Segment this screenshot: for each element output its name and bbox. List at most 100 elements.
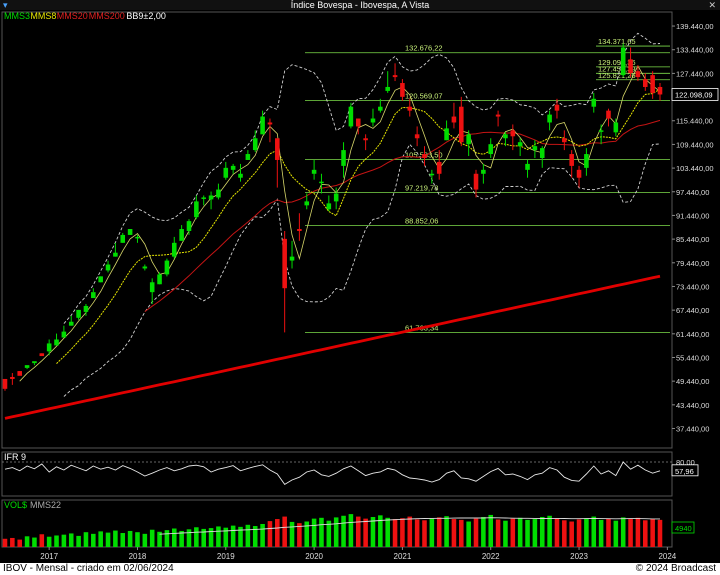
volume-bar: [628, 519, 633, 547]
candle-body: [135, 236, 140, 239]
volume-bar: [171, 528, 177, 547]
candle-body: [275, 138, 280, 160]
volume-bar: [525, 519, 530, 547]
candle-body: [223, 167, 229, 178]
candle-body: [194, 201, 199, 218]
rsi-80-label: 80,00: [676, 458, 695, 467]
candle-body: [326, 203, 332, 210]
volume-bar: [620, 517, 626, 547]
candle-body: [17, 371, 23, 376]
candle-body: [466, 134, 471, 145]
volume-bar: [392, 519, 398, 547]
volume-bar: [149, 529, 155, 547]
volume-bar: [466, 521, 471, 547]
candle-body: [481, 169, 486, 174]
candle-body: [414, 134, 420, 139]
volume-bar: [569, 521, 574, 547]
volume-bar: [208, 528, 214, 547]
volume-ma-line: [159, 517, 660, 535]
candle-body: [282, 238, 287, 289]
volume-bar: [17, 539, 23, 547]
y-tick-label: 43.440,00: [676, 401, 709, 410]
candle: [61, 325, 67, 338]
volume-value-box: [671, 521, 695, 534]
candle: [407, 98, 413, 117]
legend-item-bb9200: BB9±2,00: [126, 11, 165, 21]
x-tick-label: 2017: [40, 552, 58, 561]
volume-bar: [186, 529, 192, 547]
volume-bar: [584, 518, 589, 547]
fibonacci-level-label: 129.095,36: [598, 58, 636, 67]
y-tick-label: 55.440,00: [676, 353, 709, 362]
main-panel-frame: [1, 11, 673, 449]
candle-body: [333, 193, 339, 202]
y-tick-label: 97.440,00: [676, 188, 709, 197]
candle: [473, 169, 479, 198]
candle-body: [319, 181, 324, 184]
chart-menu-icon[interactable]: ▾: [3, 0, 8, 10]
volume-bar: [554, 518, 560, 547]
volume-bar: [194, 527, 199, 547]
candle: [422, 146, 427, 166]
candle: [333, 187, 339, 210]
fibonacci-level-label: 97.219,78: [405, 184, 438, 193]
candle: [319, 173, 324, 194]
volume-bar: [311, 518, 317, 547]
candle-body: [606, 110, 611, 119]
candle: [68, 315, 74, 326]
candle-body: [436, 161, 442, 174]
volume-bar: [127, 530, 133, 547]
volume-bar: [223, 527, 229, 547]
volume-bar: [230, 525, 236, 547]
candle: [562, 130, 567, 151]
candle: [186, 219, 192, 235]
bollinger-upper-band: [63, 32, 661, 324]
candle: [591, 92, 597, 113]
volume-bar: [562, 520, 567, 547]
candle: [32, 361, 37, 366]
candle: [98, 276, 103, 283]
volume-bar: [201, 528, 206, 547]
volume-bar: [135, 532, 140, 547]
volume-bar: [355, 516, 361, 547]
candle: [385, 71, 390, 93]
rsi-label: IFR 9: [4, 452, 26, 462]
volume-label: VOL$: [4, 500, 27, 510]
candle: [628, 47, 633, 78]
close-icon[interactable]: ✕: [708, 0, 716, 10]
bollinger-lower-band: [63, 143, 661, 397]
candle: [24, 365, 30, 370]
candle: [400, 79, 405, 101]
volume-bar: [613, 520, 619, 547]
volume-bar: [473, 518, 479, 547]
y-tick-label: 91.440,00: [676, 211, 709, 220]
x-tick-label: 2022: [482, 552, 500, 561]
volume-bar: [436, 517, 442, 547]
volume-bar: [61, 534, 67, 547]
volume-value-label: 4940: [675, 524, 692, 533]
volume-bar: [370, 516, 376, 547]
candle-body: [289, 256, 295, 261]
candle: [584, 148, 589, 176]
volume-bar: [606, 518, 611, 547]
candle: [517, 138, 523, 157]
mms200-line: [4, 274, 661, 420]
y-tick-label: 139.440,00: [676, 22, 714, 31]
candle: [481, 163, 486, 184]
volume-ma-label: MMS22: [30, 500, 61, 510]
candle: [459, 96, 464, 147]
candle: [466, 130, 471, 157]
candle-body: [591, 98, 597, 107]
volume-bar: [532, 519, 538, 547]
candle-body: [503, 134, 508, 139]
volume-bar: [517, 517, 523, 547]
candle-body: [76, 309, 81, 318]
candle-body: [650, 75, 655, 93]
volume-bar: [267, 521, 273, 547]
candle: [392, 63, 398, 82]
volume-bar: [591, 516, 597, 547]
volume-bar: [576, 519, 582, 547]
volume-bar: [179, 530, 184, 547]
volume-bar: [319, 517, 324, 547]
volume-bar: [54, 535, 59, 547]
